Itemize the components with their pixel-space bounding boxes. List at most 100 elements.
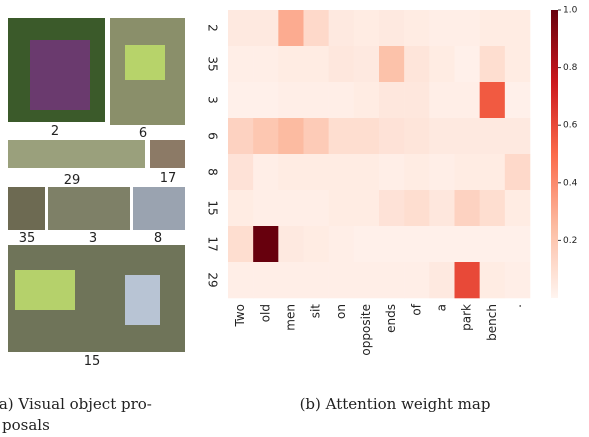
heatmap-cell <box>304 118 329 154</box>
heatmap-cell <box>429 118 454 154</box>
figure: 2 6 29 17 35 3 8 15 (a) Visual object pr… <box>0 0 589 437</box>
colorbar-tick-label: 1.0 <box>563 6 578 16</box>
heatmap-cell <box>228 46 253 82</box>
heatmap-cell <box>329 190 354 226</box>
heatmap-cell <box>379 82 404 118</box>
column-label: men <box>283 304 297 331</box>
heatmap-cell <box>379 226 404 262</box>
heatmap-cell <box>480 262 505 298</box>
row-label: 15 <box>206 200 220 215</box>
heatmap-cell <box>304 82 329 118</box>
colorbar-tick-label: 0.4 <box>563 178 578 188</box>
row-label: 35 <box>206 56 220 71</box>
heatmap-cell <box>505 82 530 118</box>
heatmap-cell <box>329 46 354 82</box>
caption: (b) Attention weight map <box>300 395 491 413</box>
heatmap-cell <box>329 226 354 262</box>
photo <box>133 187 185 230</box>
column-label: bench <box>485 304 499 341</box>
heatmap-cell <box>278 190 303 226</box>
heatmap-cell <box>404 226 429 262</box>
heatmap-cell <box>505 262 530 298</box>
proposal-label: 17 <box>160 171 177 186</box>
heatmap-cell <box>404 10 429 46</box>
heatmap-cell <box>455 262 480 298</box>
heatmap-cell <box>429 262 454 298</box>
heatmap-cell <box>480 154 505 190</box>
photo <box>125 45 165 80</box>
heatmap-cell <box>228 190 253 226</box>
heatmap-cell <box>329 82 354 118</box>
colorbar-tick-label: 0.2 <box>563 236 577 246</box>
heatmap-cell <box>278 226 303 262</box>
photo <box>30 40 90 110</box>
heatmap-cell <box>228 262 253 298</box>
column-label: a <box>434 304 448 311</box>
heatmap-cell <box>329 10 354 46</box>
heatmap-cell <box>429 190 454 226</box>
heatmap-cell <box>329 118 354 154</box>
heatmap-cell <box>354 226 379 262</box>
heatmap-cell <box>304 190 329 226</box>
heatmap-cell <box>253 46 278 82</box>
heatmap-cell <box>304 154 329 190</box>
heatmap-cell <box>455 82 480 118</box>
column-label: of <box>409 303 423 315</box>
heatmap-cell <box>278 118 303 154</box>
heatmap-cell <box>354 190 379 226</box>
heatmap-cell <box>228 10 253 46</box>
heatmap-cell <box>429 82 454 118</box>
heatmap-cell <box>253 118 278 154</box>
heatmap-cell <box>253 82 278 118</box>
heatmap-cell <box>379 46 404 82</box>
column-label: sit <box>309 304 323 319</box>
heatmap-cell <box>480 82 505 118</box>
heatmap-cell <box>480 190 505 226</box>
heatmap-cell <box>228 154 253 190</box>
heatmap-cell <box>505 46 530 82</box>
caption: posals <box>2 416 50 434</box>
heatmap-cell <box>404 82 429 118</box>
heatmap-cell <box>480 10 505 46</box>
heatmap-cell <box>455 190 480 226</box>
row-label: 17 <box>206 236 220 251</box>
heatmap-cell <box>278 154 303 190</box>
heatmap-cell <box>455 10 480 46</box>
photo <box>8 187 45 230</box>
heatmap-cell <box>379 118 404 154</box>
row-label: 8 <box>206 168 220 176</box>
heatmap-cell <box>354 10 379 46</box>
column-label: on <box>334 304 348 319</box>
column-label: ends <box>384 304 398 333</box>
heatmap-cell <box>455 154 480 190</box>
caption: (a) Visual object pro- <box>0 395 152 413</box>
photo <box>8 140 145 168</box>
heatmap-cell <box>480 118 505 154</box>
heatmap-cell <box>228 226 253 262</box>
heatmap-cell <box>253 10 278 46</box>
heatmap-cell <box>429 226 454 262</box>
heatmap-cell <box>253 190 278 226</box>
heatmap-cell <box>304 226 329 262</box>
column-label: park <box>460 304 474 331</box>
column-label: opposite <box>359 304 373 356</box>
column-label: old <box>258 304 272 322</box>
heatmap-cell <box>429 154 454 190</box>
heatmap-cell <box>278 46 303 82</box>
heatmap-cell <box>304 46 329 82</box>
heatmap-cell <box>354 46 379 82</box>
proposal-label: 8 <box>154 231 162 246</box>
heatmap-cell <box>329 154 354 190</box>
heatmap-cell <box>455 46 480 82</box>
heatmap-cell <box>354 82 379 118</box>
column-label: . <box>510 304 524 308</box>
heatmap-cell <box>455 118 480 154</box>
heatmap-cell <box>354 262 379 298</box>
heatmap-cell <box>228 118 253 154</box>
heatmap-cell <box>505 118 530 154</box>
photos <box>8 18 185 352</box>
heatmap-cell <box>480 226 505 262</box>
heatmap-cell <box>253 226 278 262</box>
row-label: 3 <box>206 96 220 104</box>
heatmap-cell <box>278 10 303 46</box>
